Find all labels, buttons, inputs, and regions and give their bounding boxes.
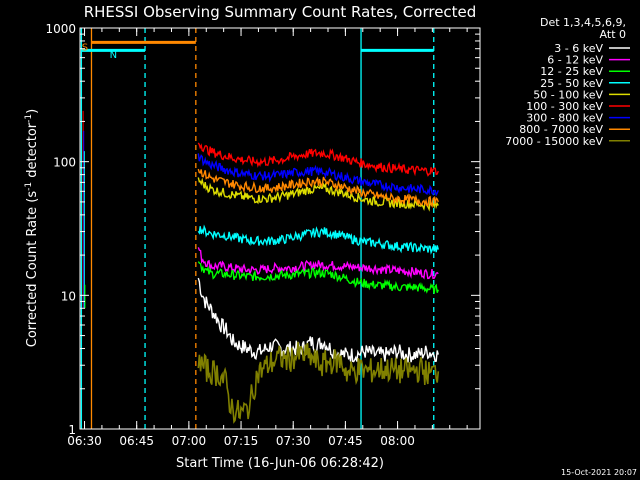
y-tick-label-1: 1	[68, 423, 76, 437]
series-line-800-7000-kev	[197, 168, 439, 208]
axes: 06:30 06:45 07:00 07:15 07:30 07:45 08:00 1 10 10…	[45, 22, 480, 448]
legend-label-7000-15000-kev: 7000 - 15000 keV	[505, 135, 603, 148]
legend-header-line-1: Det 1,3,4,5,6,9,	[540, 16, 626, 29]
x-tick-label-06-30: 06:30	[67, 434, 102, 448]
x-tick-label-07-45: 07:45	[328, 434, 363, 448]
annotation-s: S	[82, 42, 88, 53]
series-line-100-300-kev	[197, 142, 439, 177]
y-tick-label-100: 100	[53, 156, 76, 170]
legend-label-50-100-kev: 50 - 100 keV	[533, 88, 603, 101]
series-line-25-50-kev	[197, 224, 439, 255]
x-tick-label-07-15: 07:15	[224, 434, 259, 448]
footer-timestamp: 15-Oct-2021 20:07	[561, 468, 637, 477]
y-tick-label-10: 10	[61, 289, 76, 303]
legend-label-3-6-kev: 3 - 6 keV	[554, 42, 603, 55]
x-axis-label: Start Time (16-Jun-06 06:28:42)	[176, 456, 384, 471]
series-line-3-6-kev	[197, 277, 439, 363]
series-line-7000-15000-kev	[197, 341, 440, 424]
x-tick-label-07-30: 07:30	[276, 434, 311, 448]
legend-label-300-800-kev: 300 - 800 keV	[526, 112, 603, 125]
legend-header-line-2: Att 0	[600, 28, 626, 41]
chart-title: RHESSI Observing Summary Count Rates, Co…	[84, 3, 477, 21]
legend-label-6-12-kev: 6 - 12 keV	[547, 54, 603, 67]
legend-label-100-300-kev: 100 - 300 keV	[526, 100, 603, 113]
y-axis-label-mid: detector	[25, 122, 40, 182]
series-line-300-800-kev	[197, 153, 439, 197]
legend-label-800-7000-kev: 800 - 7000 keV	[519, 123, 603, 136]
annotation-n: N	[110, 50, 117, 61]
y-axis-label-main: Corrected Count Rate (s	[25, 191, 40, 348]
plot-marks: NS	[80, 28, 440, 429]
y-axis-label-sup1: -1	[24, 182, 34, 191]
series-line-12-25-kev	[197, 261, 439, 294]
x-tick-label-08-00: 08:00	[380, 434, 415, 448]
plot-frame	[79, 27, 481, 430]
legend-label-25-50-kev: 25 - 50 keV	[540, 77, 603, 90]
legend-label-12-25-kev: 12 - 25 keV	[540, 65, 603, 78]
x-tick-label-07-00: 07:00	[172, 434, 207, 448]
y-axis-label-sup2: -1	[24, 114, 34, 123]
y-tick-label-1000: 1000	[45, 22, 76, 36]
y-axis-label: Corrected Count Rate (s-1 detector-1)	[24, 109, 40, 347]
y-axis-label-end: )	[25, 109, 40, 114]
series-line-6-12-kev	[197, 247, 439, 280]
x-tick-label-06-45: 06:45	[119, 434, 154, 448]
